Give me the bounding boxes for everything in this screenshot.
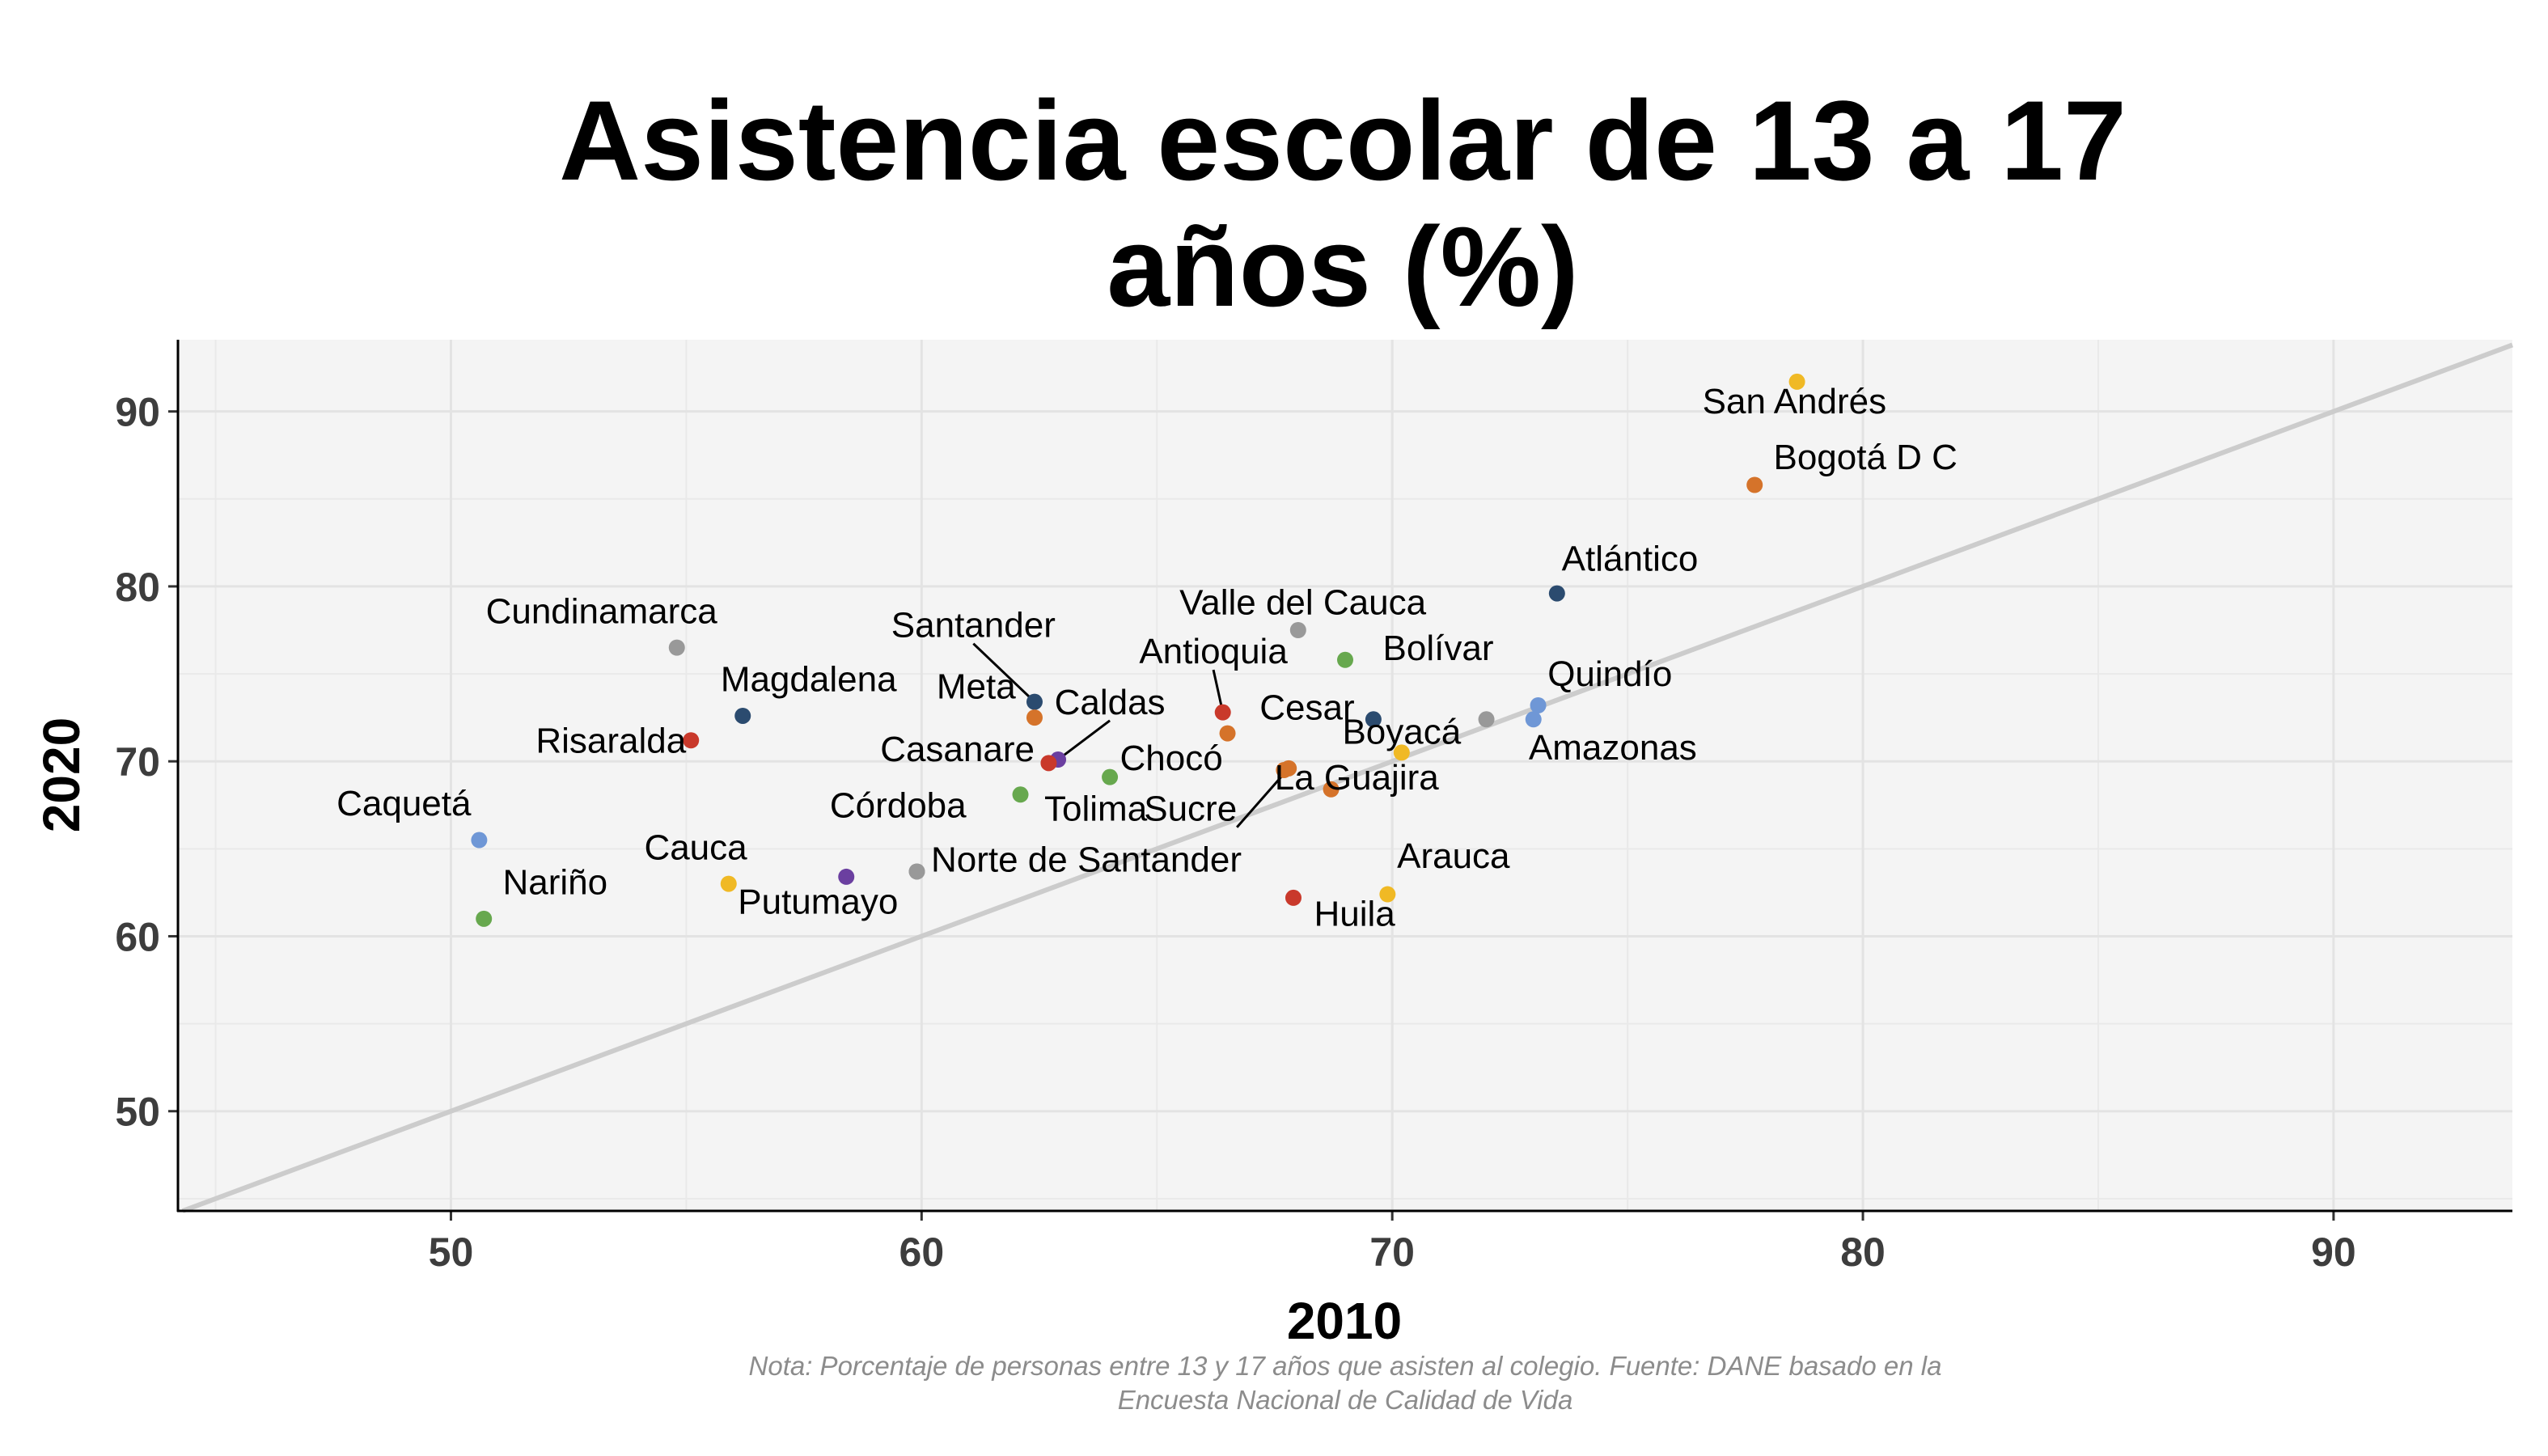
- y-tick-label: 50: [115, 1090, 160, 1135]
- label-quindio: Quindío: [1547, 654, 1672, 694]
- y-tick-label: 60: [115, 914, 160, 959]
- label-cauca: Cauca: [644, 827, 747, 867]
- x-tick-label: 70: [1369, 1230, 1415, 1275]
- chart-note: Nota: Porcentaje de personas entre 13 y …: [749, 1351, 1942, 1415]
- chart-title: Asistencia escolar de 13 a 17 años (%): [559, 77, 2127, 330]
- label-choco: Chocó: [1120, 739, 1223, 778]
- x-tick-label: 50: [429, 1230, 474, 1275]
- label-bolivar: Bolívar: [1383, 629, 1494, 668]
- label-san-andres: San Andrés: [1703, 382, 1887, 421]
- label-caldas: Caldas: [1055, 683, 1166, 722]
- label-sucre: Sucre: [1144, 789, 1237, 829]
- label-tolima: Tolima: [1044, 789, 1148, 829]
- point-cauca: [720, 875, 737, 892]
- reference-line-y-equals-x: [181, 342, 2514, 1213]
- point-amazonas: [1525, 711, 1542, 728]
- label-norte-de-santander: Norte de Santander: [931, 840, 1242, 879]
- x-tick-label: 80: [1840, 1230, 1886, 1275]
- point-magdalena: [734, 707, 751, 724]
- label-risaralda: Risaralda: [535, 721, 686, 760]
- point-cesar: [1365, 711, 1382, 728]
- label-valle-del-cauca: Valle del Cauca: [1179, 583, 1426, 623]
- leader-sucre: [1236, 767, 1290, 828]
- point-unlabeled: [1219, 725, 1236, 742]
- y-tick-label: 70: [115, 739, 160, 785]
- label-la-guajira: La Guajira: [1275, 758, 1440, 798]
- point-risaralda: [683, 732, 700, 749]
- label-amazonas: Amazonas: [1529, 728, 1697, 768]
- reference-line: [181, 342, 2514, 1213]
- y-tick-label: 90: [115, 390, 160, 435]
- point-san-andres: [1788, 373, 1805, 390]
- label-leader-lines: [972, 642, 1403, 828]
- x-axis-title: 2010: [1287, 1292, 1402, 1350]
- point-caqueta: [471, 832, 488, 849]
- point-narino: [476, 910, 493, 927]
- x-tick-label: 90: [2311, 1230, 2356, 1275]
- chart-title-line-2: años (%): [1107, 203, 1578, 330]
- point-cundinamarca: [668, 639, 685, 656]
- point-unlabeled: [1478, 711, 1495, 728]
- point-meta: [1026, 709, 1043, 726]
- label-atlantico: Atlántico: [1562, 539, 1699, 578]
- label-arauca: Arauca: [1397, 836, 1510, 876]
- point-labels: San Andrés Bogotá D C Atlántico Valle del C…: [336, 382, 1958, 934]
- label-antioquia: Antioquia: [1139, 632, 1288, 671]
- axes: 50 60 70 80 90 50 60 70 80 90: [115, 340, 2512, 1275]
- y-axis-title: 2020: [32, 717, 91, 832]
- label-bogota-d-c: Bogotá D C: [1773, 438, 1957, 477]
- point-huila: [1285, 889, 1302, 906]
- label-putumayo: Putumayo: [738, 882, 898, 921]
- label-magdalena: Magdalena: [721, 660, 897, 700]
- chart-title-line-1: Asistencia escolar de 13 a 17: [559, 77, 2127, 204]
- point-unlabeled: [1012, 786, 1029, 803]
- note-line-1: Nota: Porcentaje de personas entre 13 y …: [749, 1351, 1942, 1381]
- label-casanare: Casanare: [880, 730, 1035, 769]
- label-caqueta: Caquetá: [336, 784, 472, 823]
- data-points: [471, 373, 1805, 927]
- grid-lines: [178, 340, 2512, 1211]
- point-antioquia: [1214, 704, 1231, 721]
- label-cesar: Cesar: [1259, 688, 1354, 727]
- x-tick-label: 60: [899, 1230, 945, 1275]
- point-quindio: [1530, 696, 1547, 713]
- label-cundinamarca: Cundinamarca: [486, 591, 718, 631]
- label-santander: Santander: [891, 606, 1056, 645]
- point-bolivar: [1337, 651, 1353, 668]
- point-sucre: [1280, 760, 1297, 777]
- y-tick-label: 80: [115, 565, 160, 610]
- point-boyaca: [1393, 744, 1410, 761]
- label-narino: Nariño: [502, 863, 607, 903]
- point-valle-del-cauca: [1289, 622, 1306, 638]
- point-arauca: [1379, 886, 1396, 903]
- point-bogota-d-c: [1746, 476, 1763, 493]
- label-huila: Huila: [1314, 894, 1395, 933]
- leader-santander: [972, 642, 1036, 703]
- label-boyaca: Boyacá: [1342, 713, 1461, 752]
- point-putumayo: [838, 868, 855, 885]
- point-santander: [1026, 693, 1043, 710]
- point-la-guajira: [1323, 781, 1340, 798]
- point-norte-de-santander: [908, 863, 925, 880]
- point-casanare: [1040, 755, 1057, 772]
- point-atlantico: [1548, 585, 1565, 602]
- note-line-2: Encuesta Nacional de Calidad de Vida: [1118, 1385, 1573, 1415]
- label-meta: Meta: [937, 667, 1016, 706]
- label-cordoba: Córdoba: [830, 785, 967, 825]
- leader-caldas: [1057, 719, 1111, 761]
- point-tolima: [1102, 768, 1119, 785]
